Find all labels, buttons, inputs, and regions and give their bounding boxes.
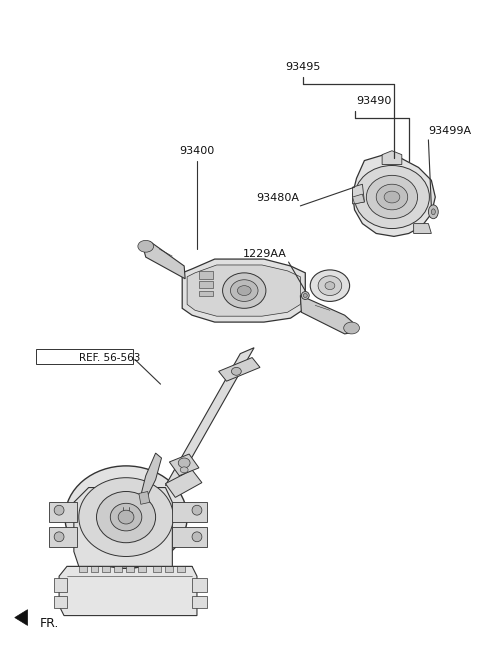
Polygon shape <box>166 470 202 497</box>
Polygon shape <box>91 566 98 572</box>
Polygon shape <box>192 578 207 592</box>
Polygon shape <box>353 154 435 237</box>
Polygon shape <box>187 265 300 316</box>
Polygon shape <box>49 527 77 547</box>
Text: 93400: 93400 <box>180 146 215 156</box>
Text: REF. 56-563: REF. 56-563 <box>79 353 140 363</box>
Text: 93480A: 93480A <box>256 193 300 203</box>
Ellipse shape <box>237 286 251 296</box>
Text: 93490: 93490 <box>357 97 392 106</box>
Polygon shape <box>166 348 254 486</box>
Ellipse shape <box>230 280 258 302</box>
Polygon shape <box>59 566 197 616</box>
Polygon shape <box>182 259 305 322</box>
Polygon shape <box>139 491 150 505</box>
Polygon shape <box>177 566 185 572</box>
Bar <box>199 281 213 288</box>
Bar <box>199 290 213 296</box>
Polygon shape <box>143 241 185 279</box>
Ellipse shape <box>223 273 266 308</box>
Ellipse shape <box>344 322 360 334</box>
Polygon shape <box>141 453 161 499</box>
Polygon shape <box>126 566 134 572</box>
Text: 93495: 93495 <box>286 62 321 72</box>
Polygon shape <box>353 184 364 204</box>
Ellipse shape <box>429 205 438 219</box>
Polygon shape <box>166 566 173 572</box>
Ellipse shape <box>79 478 173 556</box>
Ellipse shape <box>110 503 142 531</box>
Polygon shape <box>74 487 172 566</box>
Ellipse shape <box>318 276 342 296</box>
Polygon shape <box>300 296 355 334</box>
Ellipse shape <box>384 191 400 203</box>
Polygon shape <box>49 503 77 522</box>
Polygon shape <box>54 596 67 608</box>
Polygon shape <box>192 596 207 608</box>
Ellipse shape <box>432 209 435 215</box>
Ellipse shape <box>54 505 64 515</box>
Ellipse shape <box>138 240 154 252</box>
Polygon shape <box>172 503 207 522</box>
Polygon shape <box>382 150 402 164</box>
Ellipse shape <box>303 294 307 298</box>
Polygon shape <box>15 610 27 625</box>
Ellipse shape <box>180 467 188 473</box>
Ellipse shape <box>96 491 156 543</box>
Polygon shape <box>414 223 432 233</box>
Text: 1229AA: 1229AA <box>243 249 287 259</box>
Ellipse shape <box>178 458 190 468</box>
Text: FR.: FR. <box>39 617 59 630</box>
Text: 93499A: 93499A <box>429 126 471 136</box>
Polygon shape <box>172 527 207 547</box>
Polygon shape <box>79 566 87 572</box>
Polygon shape <box>102 566 110 572</box>
Ellipse shape <box>325 282 335 290</box>
Ellipse shape <box>192 505 202 515</box>
Ellipse shape <box>376 184 408 210</box>
Polygon shape <box>114 566 122 572</box>
Ellipse shape <box>118 510 134 524</box>
Ellipse shape <box>192 532 202 542</box>
Ellipse shape <box>355 166 430 229</box>
Polygon shape <box>218 357 260 381</box>
Bar <box>199 271 213 279</box>
Ellipse shape <box>65 466 187 568</box>
Polygon shape <box>169 454 199 476</box>
Polygon shape <box>153 566 160 572</box>
Ellipse shape <box>310 270 349 302</box>
Polygon shape <box>138 566 146 572</box>
Polygon shape <box>353 194 364 204</box>
Ellipse shape <box>54 532 64 542</box>
Ellipse shape <box>231 367 241 375</box>
Polygon shape <box>54 578 67 592</box>
Ellipse shape <box>301 292 309 300</box>
Ellipse shape <box>366 175 418 219</box>
